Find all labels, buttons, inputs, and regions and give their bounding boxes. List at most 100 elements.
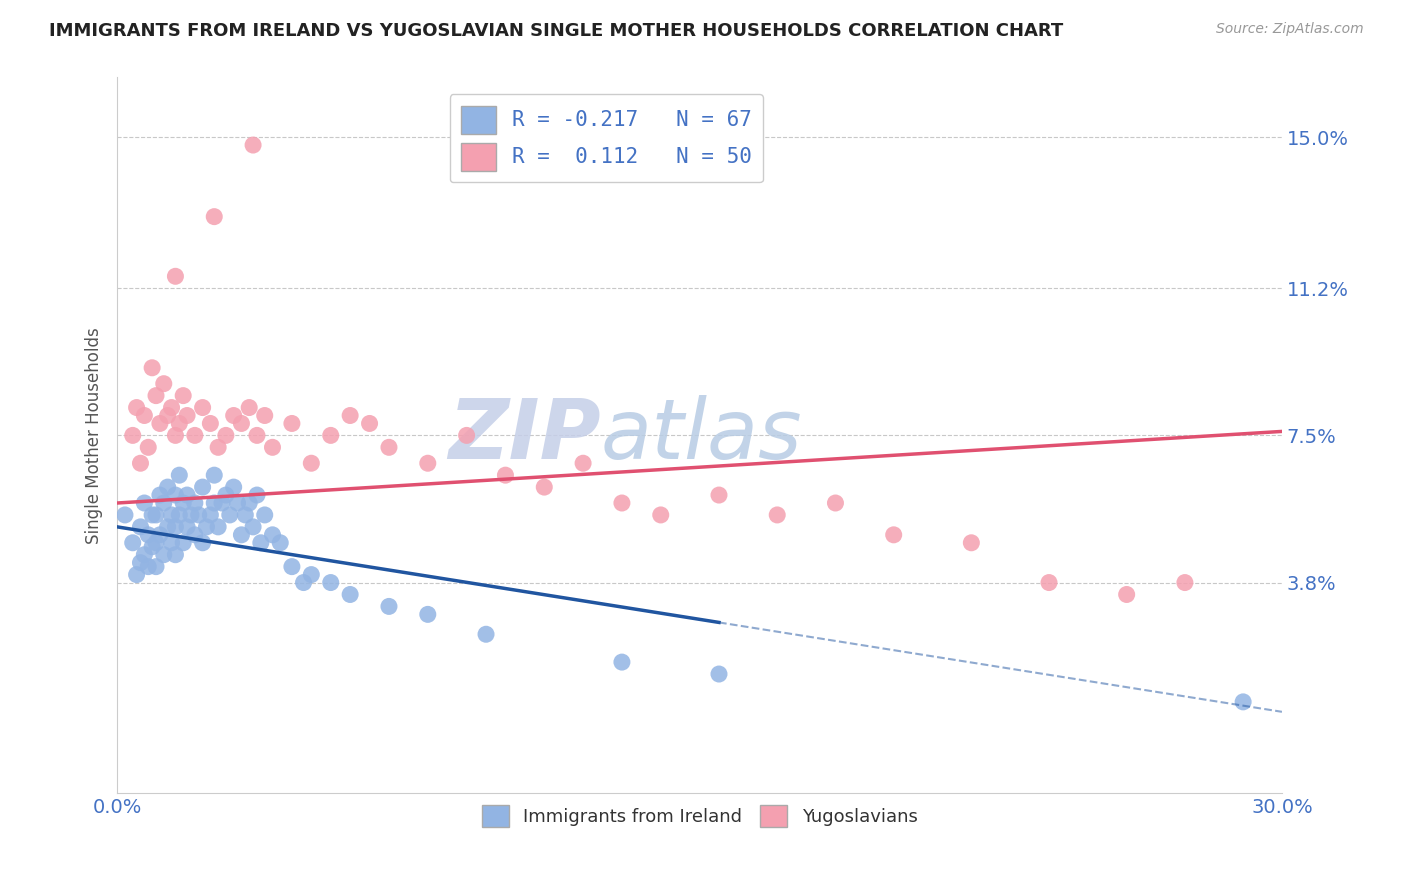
Point: [165, 428, 187, 442]
Point: [253, 409, 276, 423]
Point: [299, 456, 322, 470]
Point: [136, 440, 159, 454]
Point: [145, 508, 167, 522]
Point: [134, 496, 156, 510]
Y-axis label: Single Mother Households: Single Mother Households: [86, 327, 103, 544]
Point: [145, 389, 167, 403]
Point: [250, 535, 273, 549]
Point: [215, 488, 238, 502]
Point: [253, 508, 276, 522]
Point: [226, 496, 249, 510]
Point: [200, 508, 222, 522]
Point: [262, 528, 284, 542]
Point: [242, 520, 264, 534]
Point: [176, 409, 198, 423]
Point: [165, 548, 187, 562]
Point: [246, 488, 269, 502]
Point: [169, 508, 191, 522]
Text: IMMIGRANTS FROM IRELAND VS YUGOSLAVIAN SINGLE MOTHER HOUSEHOLDS CORRELATION CHAR: IMMIGRANTS FROM IRELAND VS YUGOSLAVIAN S…: [49, 22, 1063, 40]
Point: [238, 496, 260, 510]
Point: [222, 409, 245, 423]
Point: [202, 210, 225, 224]
Point: [650, 508, 672, 522]
Point: [1115, 587, 1137, 601]
Point: [129, 520, 152, 534]
Point: [149, 417, 172, 431]
Point: [292, 575, 315, 590]
Point: [136, 559, 159, 574]
Point: [125, 567, 148, 582]
Point: [176, 488, 198, 502]
Point: [141, 540, 163, 554]
Point: [191, 401, 214, 415]
Text: Source: ZipAtlas.com: Source: ZipAtlas.com: [1216, 22, 1364, 37]
Point: [125, 401, 148, 415]
Point: [416, 456, 439, 470]
Point: [218, 508, 240, 522]
Text: ZIP: ZIP: [449, 395, 600, 476]
Point: [231, 528, 253, 542]
Point: [136, 528, 159, 542]
Point: [187, 508, 209, 522]
Point: [207, 440, 229, 454]
Point: [152, 548, 174, 562]
Point: [202, 496, 225, 510]
Point: [533, 480, 555, 494]
Point: [169, 468, 191, 483]
Point: [281, 559, 304, 574]
Point: [184, 428, 207, 442]
Point: [191, 480, 214, 494]
Point: [339, 409, 361, 423]
Point: [475, 627, 498, 641]
Point: [165, 488, 187, 502]
Point: [610, 655, 633, 669]
Point: [176, 520, 198, 534]
Point: [191, 535, 214, 549]
Point: [269, 535, 291, 549]
Legend: Immigrants from Ireland, Yugoslavians: Immigrants from Ireland, Yugoslavians: [474, 798, 925, 834]
Point: [156, 409, 179, 423]
Point: [141, 508, 163, 522]
Point: [1038, 575, 1060, 590]
Point: [184, 496, 207, 510]
Point: [211, 496, 233, 510]
Text: atlas: atlas: [600, 395, 803, 476]
Point: [184, 528, 207, 542]
Point: [165, 520, 187, 534]
Point: [172, 535, 194, 549]
Point: [246, 428, 269, 442]
Point: [824, 496, 846, 510]
Point: [281, 417, 304, 431]
Point: [610, 496, 633, 510]
Point: [160, 401, 183, 415]
Point: [152, 496, 174, 510]
Point: [134, 548, 156, 562]
Point: [231, 417, 253, 431]
Point: [416, 607, 439, 622]
Point: [222, 480, 245, 494]
Point: [172, 496, 194, 510]
Point: [207, 520, 229, 534]
Point: [242, 138, 264, 153]
Point: [169, 417, 191, 431]
Point: [129, 556, 152, 570]
Point: [129, 456, 152, 470]
Point: [215, 428, 238, 442]
Point: [707, 488, 730, 502]
Point: [165, 269, 187, 284]
Point: [152, 376, 174, 391]
Point: [238, 401, 260, 415]
Point: [160, 535, 183, 549]
Point: [494, 468, 516, 483]
Point: [339, 587, 361, 601]
Point: [319, 428, 342, 442]
Point: [378, 440, 401, 454]
Point: [262, 440, 284, 454]
Point: [299, 567, 322, 582]
Point: [145, 559, 167, 574]
Point: [202, 468, 225, 483]
Point: [1232, 695, 1254, 709]
Point: [200, 417, 222, 431]
Point: [149, 528, 172, 542]
Point: [156, 520, 179, 534]
